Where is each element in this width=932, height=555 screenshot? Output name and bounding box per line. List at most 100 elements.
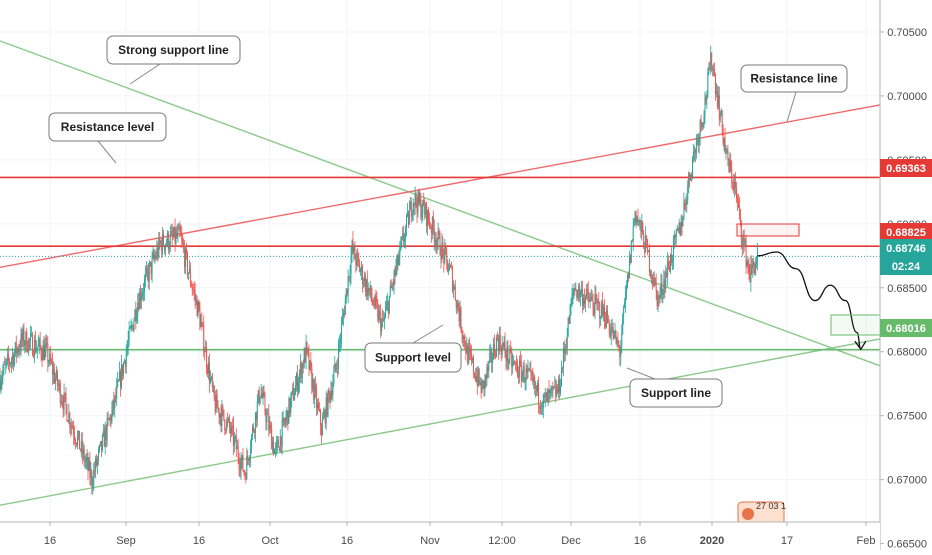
candle-body	[189, 268, 191, 284]
candle-body	[182, 239, 184, 245]
price-tag: 02:24	[880, 257, 932, 275]
candle-body	[168, 247, 170, 250]
candle-body	[563, 348, 565, 354]
candle-body	[604, 306, 606, 322]
price-tag: 0.68746	[880, 239, 932, 257]
candle-body	[567, 317, 569, 337]
candle-body	[539, 405, 541, 410]
candle-body	[286, 410, 288, 417]
candle-body	[20, 333, 22, 350]
candle-body	[249, 457, 251, 461]
candle-body	[199, 309, 201, 328]
candle-body	[659, 292, 661, 299]
candle-body	[550, 388, 552, 391]
candle-body	[16, 348, 18, 354]
candle-body	[691, 174, 693, 177]
candle-body	[487, 366, 489, 372]
candle-body	[197, 301, 199, 316]
time-tick-label: 17	[781, 535, 793, 547]
callout-label: Strong support line	[118, 43, 229, 57]
candle-body	[398, 257, 400, 265]
candle-body	[461, 330, 463, 335]
candle-body	[462, 334, 464, 340]
candle-body	[553, 386, 555, 389]
candle-body	[748, 264, 750, 273]
candle-body	[577, 293, 579, 298]
candle-body	[394, 270, 396, 276]
candle-body	[447, 259, 449, 272]
candle-body	[580, 292, 582, 298]
candle-body	[624, 302, 626, 308]
candle-body	[113, 399, 115, 409]
candle-body	[653, 277, 655, 286]
candle-body	[119, 371, 121, 381]
candle-body	[160, 241, 162, 244]
candle-body	[660, 282, 662, 293]
candle-body	[385, 304, 387, 310]
candles	[0, 45, 759, 495]
candle-body	[345, 288, 347, 300]
candle-body	[29, 339, 31, 341]
candle-body	[295, 385, 297, 395]
candle-body	[619, 348, 621, 357]
candle-body	[247, 455, 249, 459]
candle-body	[243, 470, 245, 473]
candle-body	[79, 449, 81, 451]
candle-body	[98, 449, 100, 459]
candle-body	[352, 241, 354, 252]
candle-body	[413, 202, 415, 206]
candle-body	[484, 375, 486, 389]
candle-body	[699, 120, 701, 136]
candle-body	[311, 367, 313, 390]
candle-body	[528, 369, 530, 370]
candle-body	[207, 367, 209, 374]
candle-body	[54, 370, 56, 383]
candle-body	[581, 289, 583, 293]
candle-body	[645, 235, 647, 253]
candle-body	[30, 334, 32, 341]
candle-body	[362, 266, 364, 285]
candle-body	[668, 261, 670, 267]
candle-body	[641, 222, 643, 232]
candle-body	[208, 363, 210, 383]
candle-body	[235, 436, 237, 450]
candle-body	[531, 371, 533, 377]
candle-body	[291, 391, 293, 399]
candle-body	[740, 221, 742, 240]
candle-body	[421, 213, 423, 218]
candle-body	[241, 455, 243, 461]
candle-body	[114, 395, 116, 409]
time-tick-label: 2020	[700, 535, 724, 547]
candle-body	[176, 232, 178, 237]
candle-body	[373, 304, 375, 307]
candle-body	[615, 330, 617, 343]
candle-body	[749, 272, 751, 283]
candle-body	[562, 348, 564, 369]
candle-body	[678, 222, 680, 232]
candle-body	[45, 342, 47, 347]
candle-body	[436, 240, 438, 246]
candle-body	[274, 449, 276, 455]
candle-body	[367, 288, 369, 296]
candle-body	[393, 270, 395, 286]
candle-body	[726, 150, 728, 152]
candle-body	[724, 138, 726, 152]
candle-body	[264, 396, 266, 413]
time-axis[interactable]: 16 Sep 16 Oct 16 Nov 12:00 Dec 16 2020 17 Feb	[0, 521, 880, 550]
candle-body	[616, 340, 618, 343]
candle-body	[232, 425, 234, 446]
candle-body	[679, 222, 681, 235]
time-tick-label: 16	[44, 535, 56, 547]
candle-body	[715, 91, 717, 94]
candle-body	[582, 289, 584, 306]
callout-label: Support line	[641, 386, 711, 400]
candle-body	[489, 353, 491, 362]
candle-body	[296, 374, 298, 392]
candle-body	[444, 247, 446, 263]
price-tag: 0.69363	[880, 159, 932, 177]
candle-body	[655, 282, 657, 291]
candle-body	[402, 233, 404, 238]
candle-body	[583, 298, 585, 304]
currency-badge-text: 27 03 1	[756, 501, 786, 511]
